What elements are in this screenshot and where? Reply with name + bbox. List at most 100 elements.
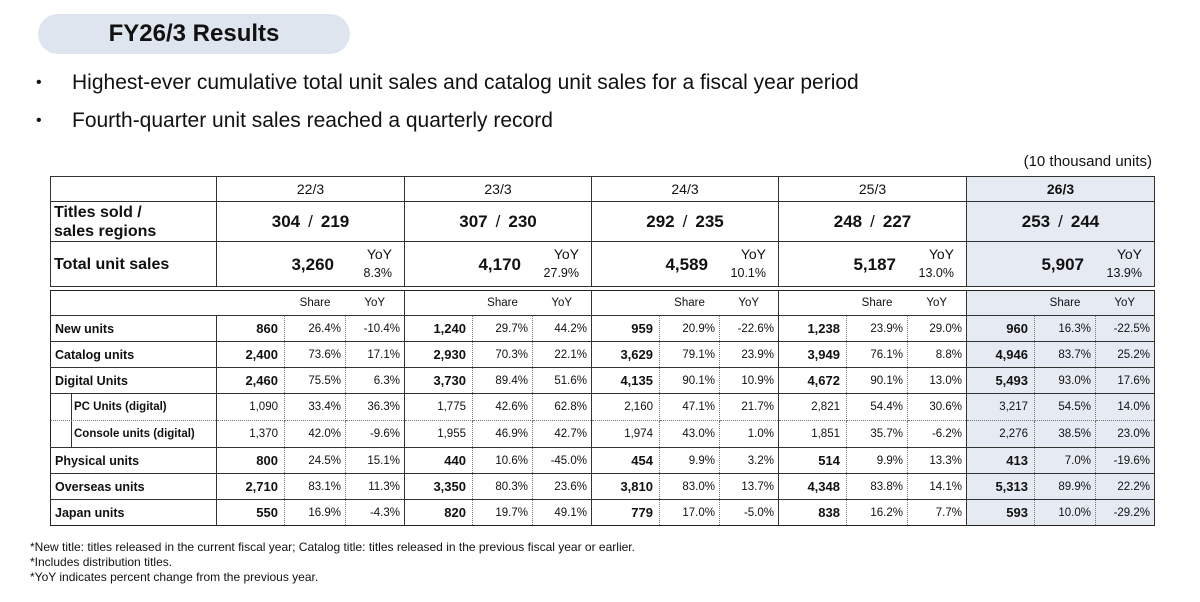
- share-value: 90.1%: [846, 367, 908, 394]
- yoy-value: 21.7%: [719, 393, 779, 421]
- unit-value: 4,348: [778, 473, 847, 500]
- unit-note: (10 thousand units): [1023, 153, 1152, 170]
- unit-value: 3,217: [966, 393, 1035, 421]
- share-value: 90.1%: [659, 367, 720, 394]
- summary-table: 22/3 23/3 24/3 25/3 26/3 Titles sold / s…: [50, 176, 1155, 287]
- total-yoy: 8.3%: [363, 266, 393, 280]
- bullet-item: • Fourth-quarter unit sales reached a qu…: [36, 102, 859, 140]
- yoy-header: YoY: [532, 290, 592, 316]
- period-header: 24/3: [591, 176, 779, 202]
- yoy-value: 14.0%: [1095, 393, 1155, 421]
- value-header: [591, 290, 660, 316]
- yoy-label: YoY: [740, 246, 766, 262]
- unit-value: 2,821: [778, 393, 847, 421]
- regions-count: 235: [695, 211, 724, 231]
- titles-row-label: Titles sold / sales regions: [50, 201, 217, 242]
- share-value: 33.4%: [284, 393, 346, 421]
- unit-value: 779: [591, 499, 660, 526]
- unit-value: 959: [591, 315, 660, 342]
- yoy-value: 8.8%: [907, 341, 967, 368]
- yoy-value: 6.3%: [345, 367, 405, 394]
- total-value: 5,907: [1041, 255, 1084, 274]
- yoy-value: 23.0%: [1095, 420, 1155, 448]
- share-value: 42.6%: [472, 393, 533, 421]
- yoy-value: -10.4%: [345, 315, 405, 342]
- unit-value: 4,946: [966, 341, 1035, 368]
- yoy-label: YoY: [1116, 246, 1142, 262]
- yoy-header: YoY: [1095, 290, 1155, 316]
- unit-value: 2,460: [216, 367, 285, 394]
- page-title: FY26/3 Results: [38, 14, 350, 54]
- share-value: 35.7%: [846, 420, 908, 448]
- yoy-value: 7.7%: [907, 499, 967, 526]
- yoy-value: -29.2%: [1095, 499, 1155, 526]
- unit-value: 514: [778, 447, 847, 474]
- detail-row: Catalog units 2,400 73.6% 17.1% 2,930 70.3% 22…: [50, 341, 1155, 368]
- yoy-header: YoY: [345, 290, 405, 316]
- yoy-value: 13.3%: [907, 447, 967, 474]
- unit-value: 2,930: [404, 341, 473, 368]
- yoy-value: 14.1%: [907, 473, 967, 500]
- value-header: [966, 290, 1035, 316]
- share-value: 16.3%: [1034, 315, 1096, 342]
- detail-row-label-text: PC Units (digital): [71, 394, 167, 420]
- share-value: 10.6%: [472, 447, 533, 474]
- total-row: Total unit sales 3,260 YoY 8.3% 4,170 YoY 27…: [50, 241, 1155, 287]
- detail-row-label: Catalog units: [50, 341, 217, 368]
- yoy-label: YoY: [928, 246, 954, 262]
- unit-value: 413: [966, 447, 1035, 474]
- yoy-value: 10.9%: [719, 367, 779, 394]
- detail-row-label: New units: [50, 315, 217, 342]
- footnote: *YoY indicates percent change from the p…: [30, 570, 319, 584]
- detail-row: New units 860 26.4% -10.4% 1,240 29.7% 44.2% 95…: [50, 315, 1155, 342]
- share-value: 9.9%: [846, 447, 908, 474]
- share-value: 76.1%: [846, 341, 908, 368]
- titles-cell: 248 / 227: [778, 201, 967, 242]
- unit-value: 960: [966, 315, 1035, 342]
- unit-value: 4,672: [778, 367, 847, 394]
- unit-value: 2,160: [591, 393, 660, 421]
- share-value: 47.1%: [659, 393, 720, 421]
- yoy-value: 13.7%: [719, 473, 779, 500]
- yoy-value: 36.3%: [345, 393, 405, 421]
- share-value: 93.0%: [1034, 367, 1096, 394]
- unit-value: 3,949: [778, 341, 847, 368]
- titles-count: 253: [1021, 211, 1051, 231]
- detail-row: PC Units (digital) 1,090 33.4% 36.3% 1,775 42…: [50, 393, 1155, 421]
- unit-value: 1,955: [404, 420, 473, 448]
- bullet-text: Fourth-quarter unit sales reached a quar…: [72, 109, 553, 132]
- total-value: 4,170: [478, 255, 521, 274]
- yoy-value: 51.6%: [532, 367, 592, 394]
- yoy-value: 17.6%: [1095, 367, 1155, 394]
- yoy-value: 22.2%: [1095, 473, 1155, 500]
- bullet-dot-icon: •: [36, 112, 42, 129]
- yoy-value: -22.6%: [719, 315, 779, 342]
- unit-value: 860: [216, 315, 285, 342]
- share-value: 38.5%: [1034, 420, 1096, 448]
- bullet-dot-icon: •: [36, 74, 42, 91]
- unit-value: 550: [216, 499, 285, 526]
- yoy-value: 17.1%: [345, 341, 405, 368]
- yoy-header: YoY: [907, 290, 967, 316]
- detail-row: Digital Units 2,460 75.5% 6.3% 3,730 89.4% 51.…: [50, 367, 1155, 394]
- yoy-value: 49.1%: [532, 499, 592, 526]
- share-value: 83.7%: [1034, 341, 1096, 368]
- yoy-value: 62.8%: [532, 393, 592, 421]
- unit-value: 800: [216, 447, 285, 474]
- regions-count: 230: [508, 211, 537, 231]
- share-value: 24.5%: [284, 447, 346, 474]
- titles-count: 248: [833, 211, 863, 231]
- bullet-list: • Highest-ever cumulative total unit sal…: [36, 64, 859, 140]
- detail-row-label: PC Units (digital): [50, 393, 217, 421]
- yoy-label: YoY: [553, 246, 579, 262]
- regions-count: 219: [320, 211, 350, 231]
- share-header: Share: [284, 290, 346, 316]
- unit-value: 2,400: [216, 341, 285, 368]
- share-value: 16.2%: [846, 499, 908, 526]
- share-value: 7.0%: [1034, 447, 1096, 474]
- footnotes: *New title: titles released in the curre…: [30, 540, 635, 585]
- yoy-value: 44.2%: [532, 315, 592, 342]
- summary-corner-cell: [50, 176, 217, 202]
- yoy-value: 23.9%: [719, 341, 779, 368]
- share-value: 17.0%: [659, 499, 720, 526]
